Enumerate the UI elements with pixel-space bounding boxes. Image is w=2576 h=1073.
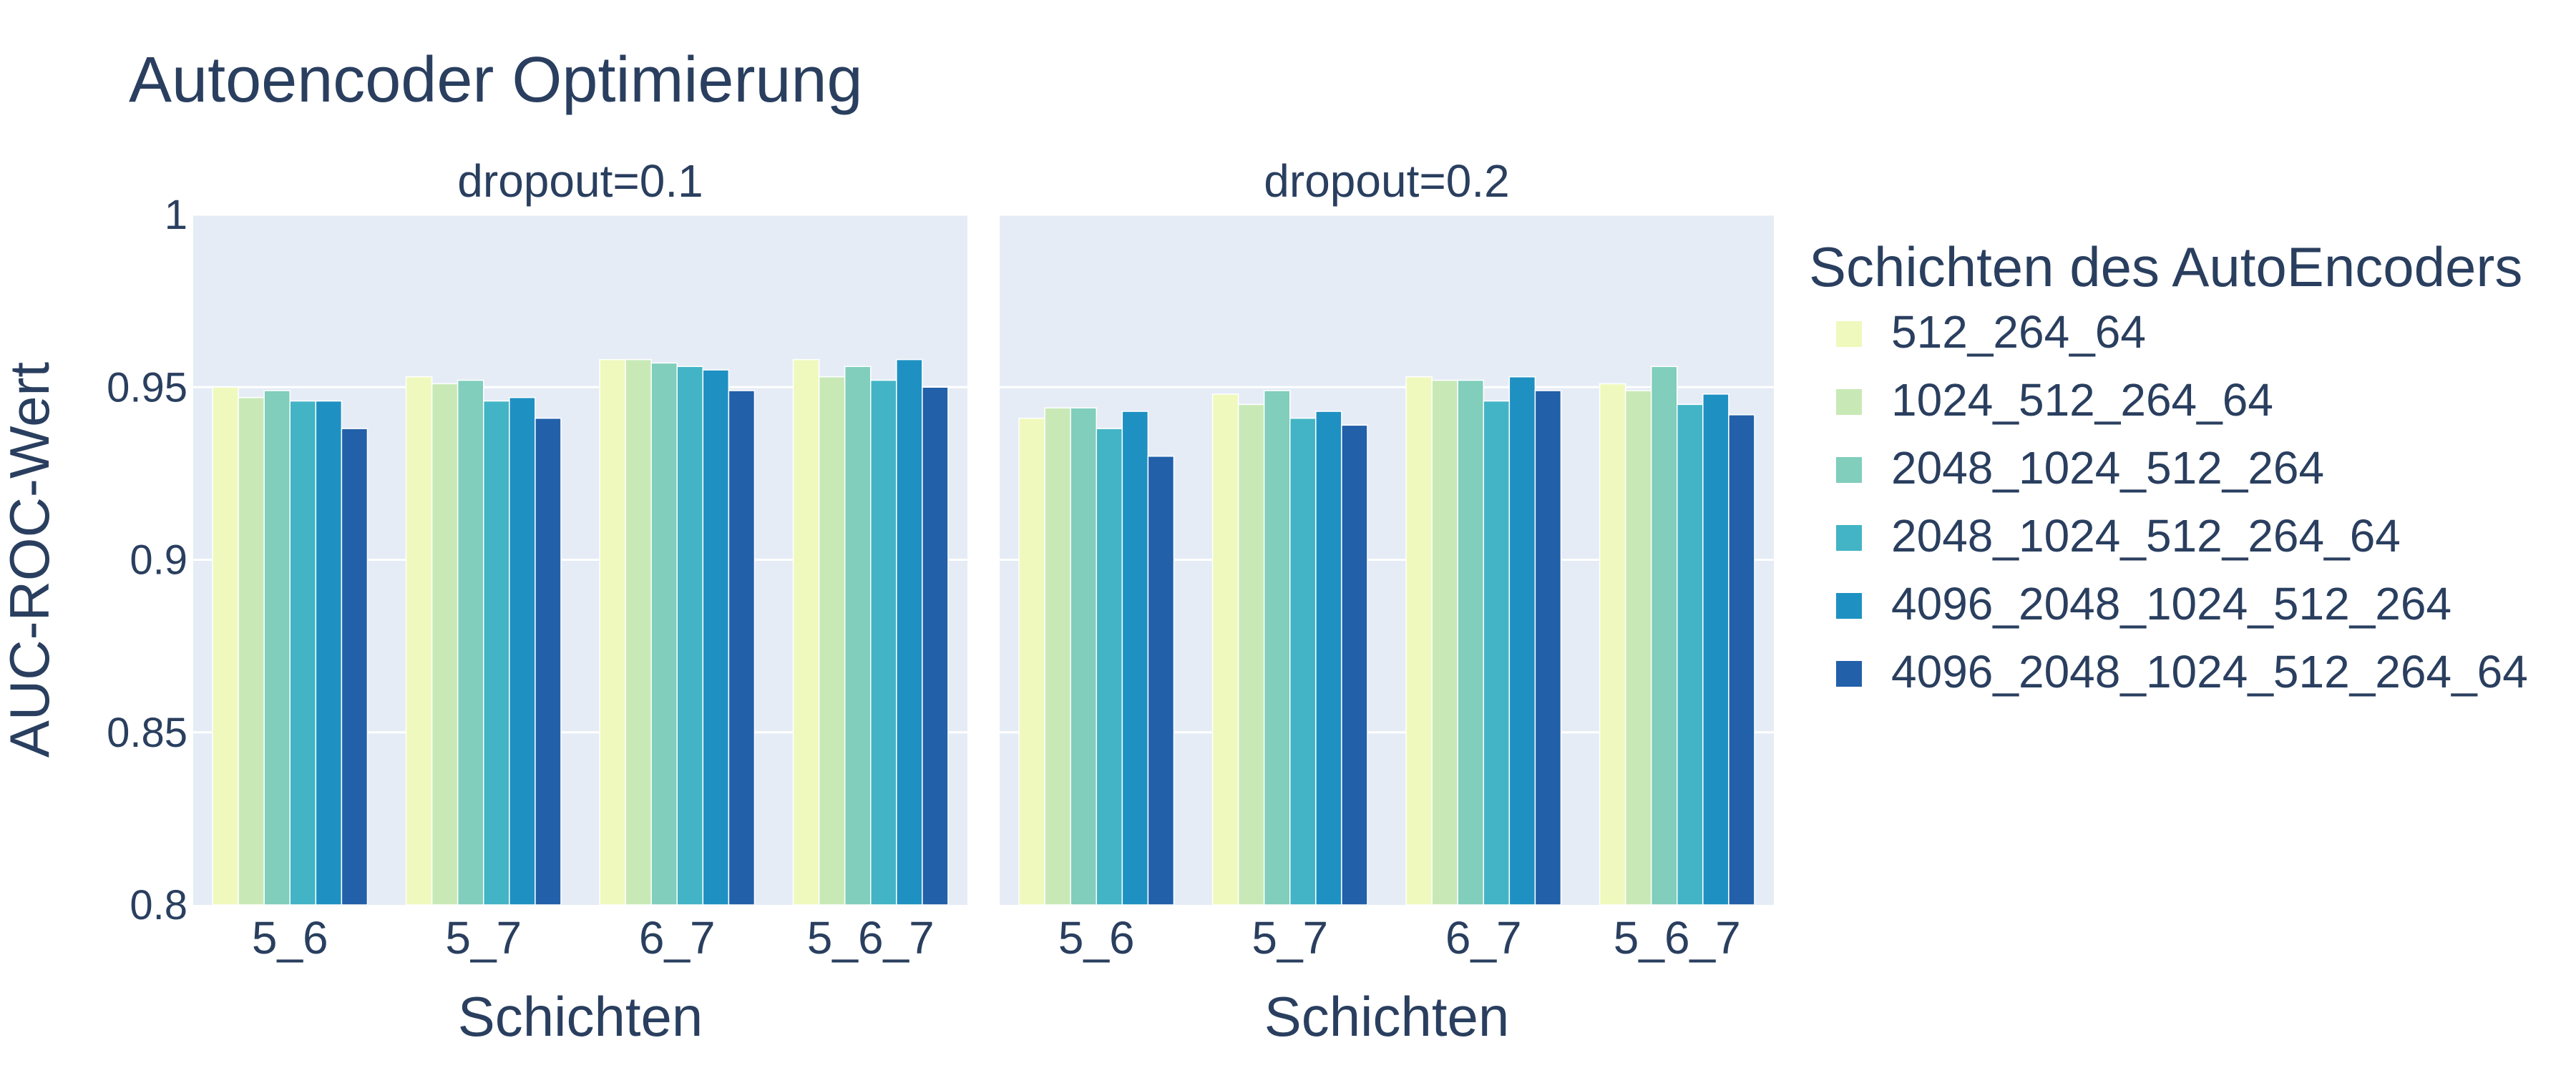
bar (1508, 376, 1536, 906)
bar (341, 428, 369, 906)
bar (1405, 376, 1433, 906)
bar (1457, 379, 1485, 906)
bar (1431, 379, 1458, 906)
bar (1650, 366, 1678, 906)
y-tick-label: 0.9 (130, 537, 187, 584)
y-tick-label: 0.95 (107, 364, 187, 411)
bar (1728, 414, 1755, 906)
bar (1483, 400, 1511, 906)
y-tick-label: 0.85 (107, 710, 187, 756)
legend-swatch (1836, 525, 1862, 551)
bar (1677, 403, 1704, 906)
bar (1263, 390, 1291, 906)
legend-entry: 4096_2048_1024_512_264 (1891, 578, 2451, 629)
x-tick-label: 5_6_7 (807, 912, 935, 964)
bar (263, 390, 291, 906)
bar (792, 358, 820, 906)
bar (625, 358, 652, 906)
bar (702, 369, 730, 906)
bar (289, 400, 317, 906)
facet-title: dropout=0.1 (457, 155, 703, 207)
bar (1018, 417, 1045, 906)
x-tick-label: 5_6 (252, 912, 328, 964)
bar (509, 396, 536, 906)
legend-entry: 1024_512_264_64 (1891, 374, 2273, 426)
legend-entry: 512_264_64 (1891, 306, 2146, 358)
x-tick-label: 5_6 (1058, 912, 1135, 964)
bar (431, 383, 459, 906)
bar (405, 376, 433, 906)
legend: Schichten des AutoEncoders 512_264_64 1024… (1809, 235, 2528, 697)
x-tick-label: 5_6_7 (1614, 912, 1741, 964)
bar (483, 400, 510, 906)
bar (650, 362, 678, 906)
bar (238, 396, 265, 906)
bar (728, 390, 756, 906)
bar (1070, 407, 1098, 906)
bar (1599, 383, 1626, 906)
bar (1044, 407, 1071, 906)
bar (1147, 456, 1175, 906)
legend-entry: 2048_1024_512_264 (1891, 442, 2324, 494)
legend-title: Schichten des AutoEncoders (1809, 235, 2522, 298)
x-tick-label: 6_7 (639, 912, 716, 964)
x-tick-label: 5_7 (1252, 912, 1328, 964)
bar (212, 386, 239, 906)
y-axis-title: AUC-ROC-Wert (0, 362, 61, 758)
bar (1237, 403, 1265, 906)
legend-swatch (1836, 389, 1862, 415)
bar (1315, 411, 1342, 906)
x-axis-title: Schichten (458, 985, 703, 1048)
bar (457, 379, 484, 906)
legend-swatch (1836, 661, 1862, 687)
legend-swatch (1836, 593, 1862, 619)
bar (818, 376, 846, 906)
bar (676, 366, 704, 906)
y-tick-label: 1 (165, 192, 187, 238)
legend-swatch (1836, 321, 1862, 347)
plot-layer: 0.8 0.85 0.9 0.95 1 AUC-ROC-Wert dropout=0.1 5_… (0, 155, 1774, 1048)
bar (535, 417, 562, 906)
bar (599, 358, 626, 906)
bar (844, 366, 872, 906)
bar (1534, 390, 1562, 906)
bar (1289, 417, 1317, 906)
legend-swatch (1836, 457, 1862, 483)
y-tick-label: 0.8 (130, 882, 187, 929)
bar (1121, 411, 1149, 906)
x-tick-label: 5_7 (445, 912, 522, 964)
x-axis-title: Schichten (1264, 985, 1510, 1048)
legend-entry: 2048_1024_512_264_64 (1891, 510, 2401, 562)
bar (1341, 424, 1368, 906)
bar (1096, 428, 1123, 906)
bar (315, 400, 343, 906)
bar (870, 379, 897, 906)
bar (1211, 393, 1239, 906)
legend-entry: 4096_2048_1024_512_264_64 (1891, 646, 2528, 697)
chart-title: Autoencoder Optimierung (129, 44, 863, 116)
x-tick-label: 6_7 (1445, 912, 1522, 964)
bar (922, 386, 949, 906)
facet-title: dropout=0.2 (1264, 155, 1509, 207)
bar (1702, 393, 1729, 906)
bar (896, 358, 923, 906)
bar (1624, 390, 1652, 906)
